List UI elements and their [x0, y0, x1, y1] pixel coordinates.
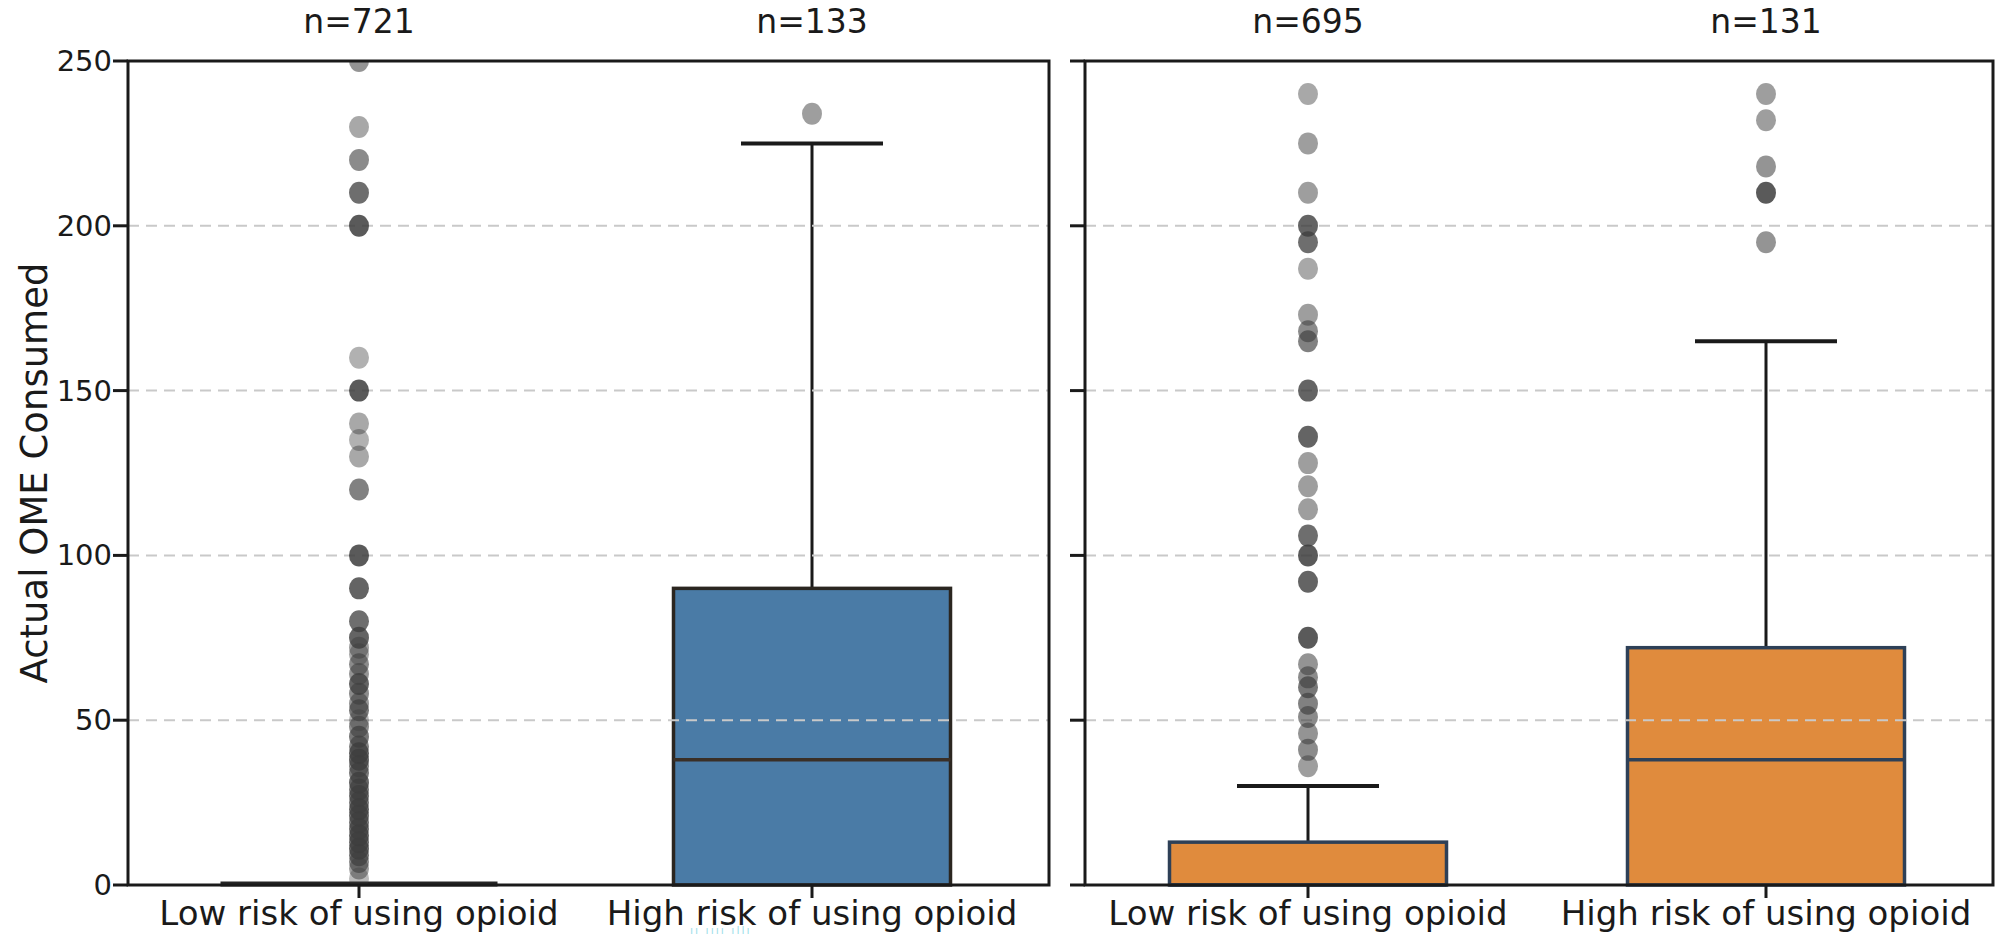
outlier-dot: [1298, 330, 1318, 352]
box-rect: [1628, 648, 1905, 885]
box-rect: [674, 588, 951, 885]
outlier-dot: [1298, 182, 1318, 204]
outlier-dot: [1298, 231, 1318, 253]
y-tick-label-150: 150: [0, 373, 112, 409]
outlier-dot: [1298, 475, 1318, 497]
y-tick-label-100: 100: [0, 537, 112, 573]
outlier-dot: [1298, 544, 1318, 566]
outlier-dot: [1298, 627, 1318, 649]
boxplot-svg: [0, 0, 2000, 938]
outlier-dot: [1298, 83, 1318, 105]
outlier-dot: [349, 478, 369, 500]
x-label-left-high: High risk of using opioid: [552, 893, 1072, 933]
y-axis-label: Actual OME Consumed: [13, 263, 56, 684]
count-label-right-high: n=131: [1606, 2, 1926, 41]
outlier-dot: [802, 103, 822, 125]
outlier-dot: [1298, 571, 1318, 593]
y-tick-label-250: 250: [0, 43, 112, 79]
x-label-right-high: High risk of using opioid: [1506, 893, 2000, 933]
outlier-dot: [1298, 380, 1318, 402]
watermark-text: ıı ıııı ıllı: [690, 924, 752, 938]
outlier-dot: [349, 577, 369, 599]
outlier-dot: [1756, 83, 1776, 105]
x-label-left-low: Low risk of using opioid: [99, 893, 619, 933]
outlier-dot: [1298, 258, 1318, 280]
outlier-dot: [1756, 109, 1776, 131]
y-tick-label-50: 50: [0, 702, 112, 738]
outlier-dot: [349, 182, 369, 204]
count-label-left-high: n=133: [652, 2, 972, 41]
outlier-dot: [1756, 182, 1776, 204]
x-label-right-low: Low risk of using opioid: [1048, 893, 1568, 933]
count-label-left-low: n=721: [199, 2, 519, 41]
box-rect: [1170, 842, 1447, 885]
outlier-dot: [1298, 426, 1318, 448]
outlier-dot: [1298, 755, 1318, 777]
outlier-dot: [1756, 231, 1776, 253]
outlier-dot: [349, 116, 369, 138]
outlier-dot: [1756, 155, 1776, 177]
y-tick-label-0: 0: [0, 867, 112, 903]
count-label-right-low: n=695: [1148, 2, 1468, 41]
outlier-dot: [349, 544, 369, 566]
y-tick-label-200: 200: [0, 208, 112, 244]
boxplot-figure: Actual OME Consumed 0 50 100 150 200 250…: [0, 0, 2000, 938]
outlier-dot: [349, 149, 369, 171]
outlier-dot: [1298, 452, 1318, 474]
outlier-dot: [349, 446, 369, 468]
outlier-dot: [1298, 132, 1318, 154]
outlier-dot: [349, 215, 369, 237]
outlier-dot: [1298, 498, 1318, 520]
outlier-dot: [349, 347, 369, 369]
outlier-dot: [1298, 525, 1318, 547]
outlier-dot: [349, 380, 369, 402]
